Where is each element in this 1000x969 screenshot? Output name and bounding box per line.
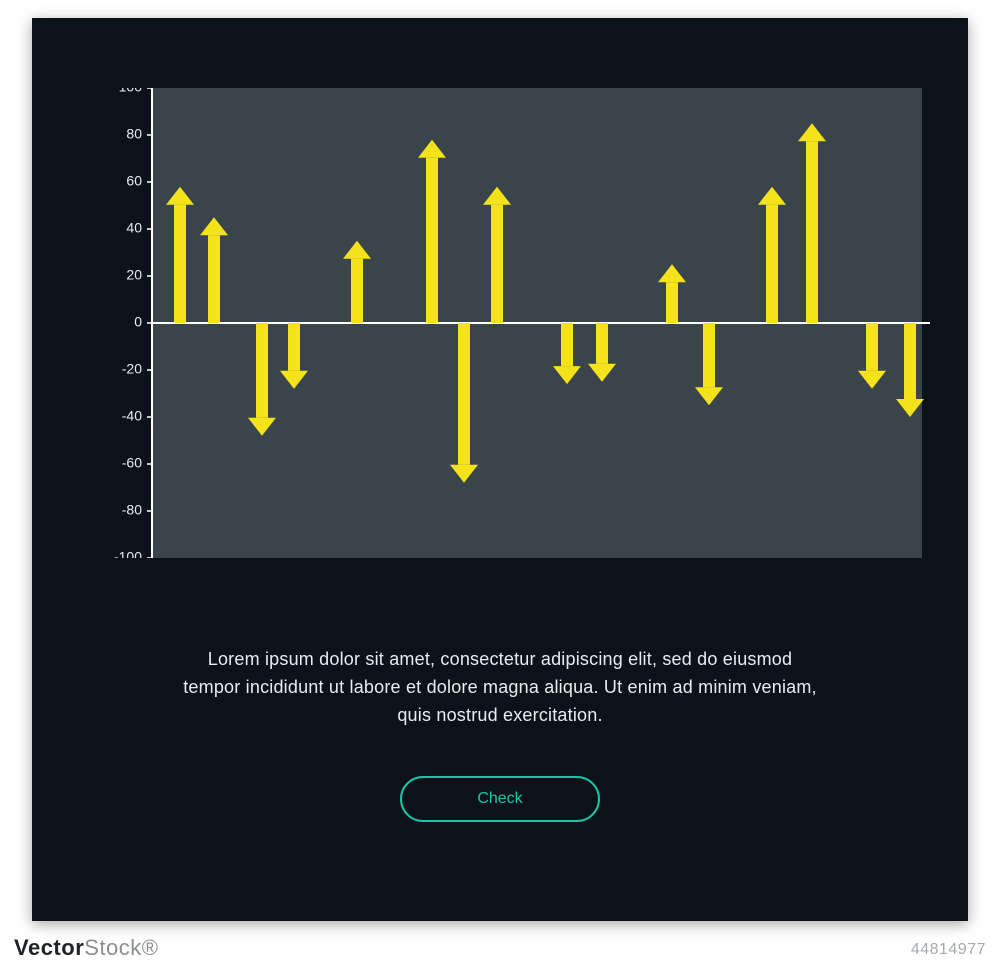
svg-text:-100: -100 xyxy=(114,549,142,558)
image-id: 44814977 xyxy=(911,941,986,959)
svg-text:80: 80 xyxy=(126,126,142,142)
check-button[interactable]: Check xyxy=(400,776,600,822)
svg-text:100: 100 xyxy=(119,88,143,95)
arrow-chart: 100 80 60 40 20 0 -20 -40 -60 -80 -100 xyxy=(110,88,930,558)
svg-text:0: 0 xyxy=(134,314,142,330)
svg-text:20: 20 xyxy=(126,267,142,283)
info-card: 100 80 60 40 20 0 -20 -40 -60 -80 -100 Lorem ipsum… xyxy=(32,18,968,921)
brand-watermark: VectorStock® xyxy=(14,935,159,961)
svg-text:-40: -40 xyxy=(122,408,142,424)
svg-text:-80: -80 xyxy=(122,502,142,518)
svg-text:40: 40 xyxy=(126,220,142,236)
svg-text:60: 60 xyxy=(126,173,142,189)
chart-svg: 100 80 60 40 20 0 -20 -40 -60 -80 -100 xyxy=(110,88,930,558)
description-text: Lorem ipsum dolor sit amet, consectetur … xyxy=(32,646,968,730)
brand-suffix: ® xyxy=(142,935,159,960)
svg-text:-60: -60 xyxy=(122,455,142,471)
svg-text:-20: -20 xyxy=(122,361,142,377)
brand-bold: Vector xyxy=(14,935,84,960)
brand-light: Stock xyxy=(84,935,142,960)
